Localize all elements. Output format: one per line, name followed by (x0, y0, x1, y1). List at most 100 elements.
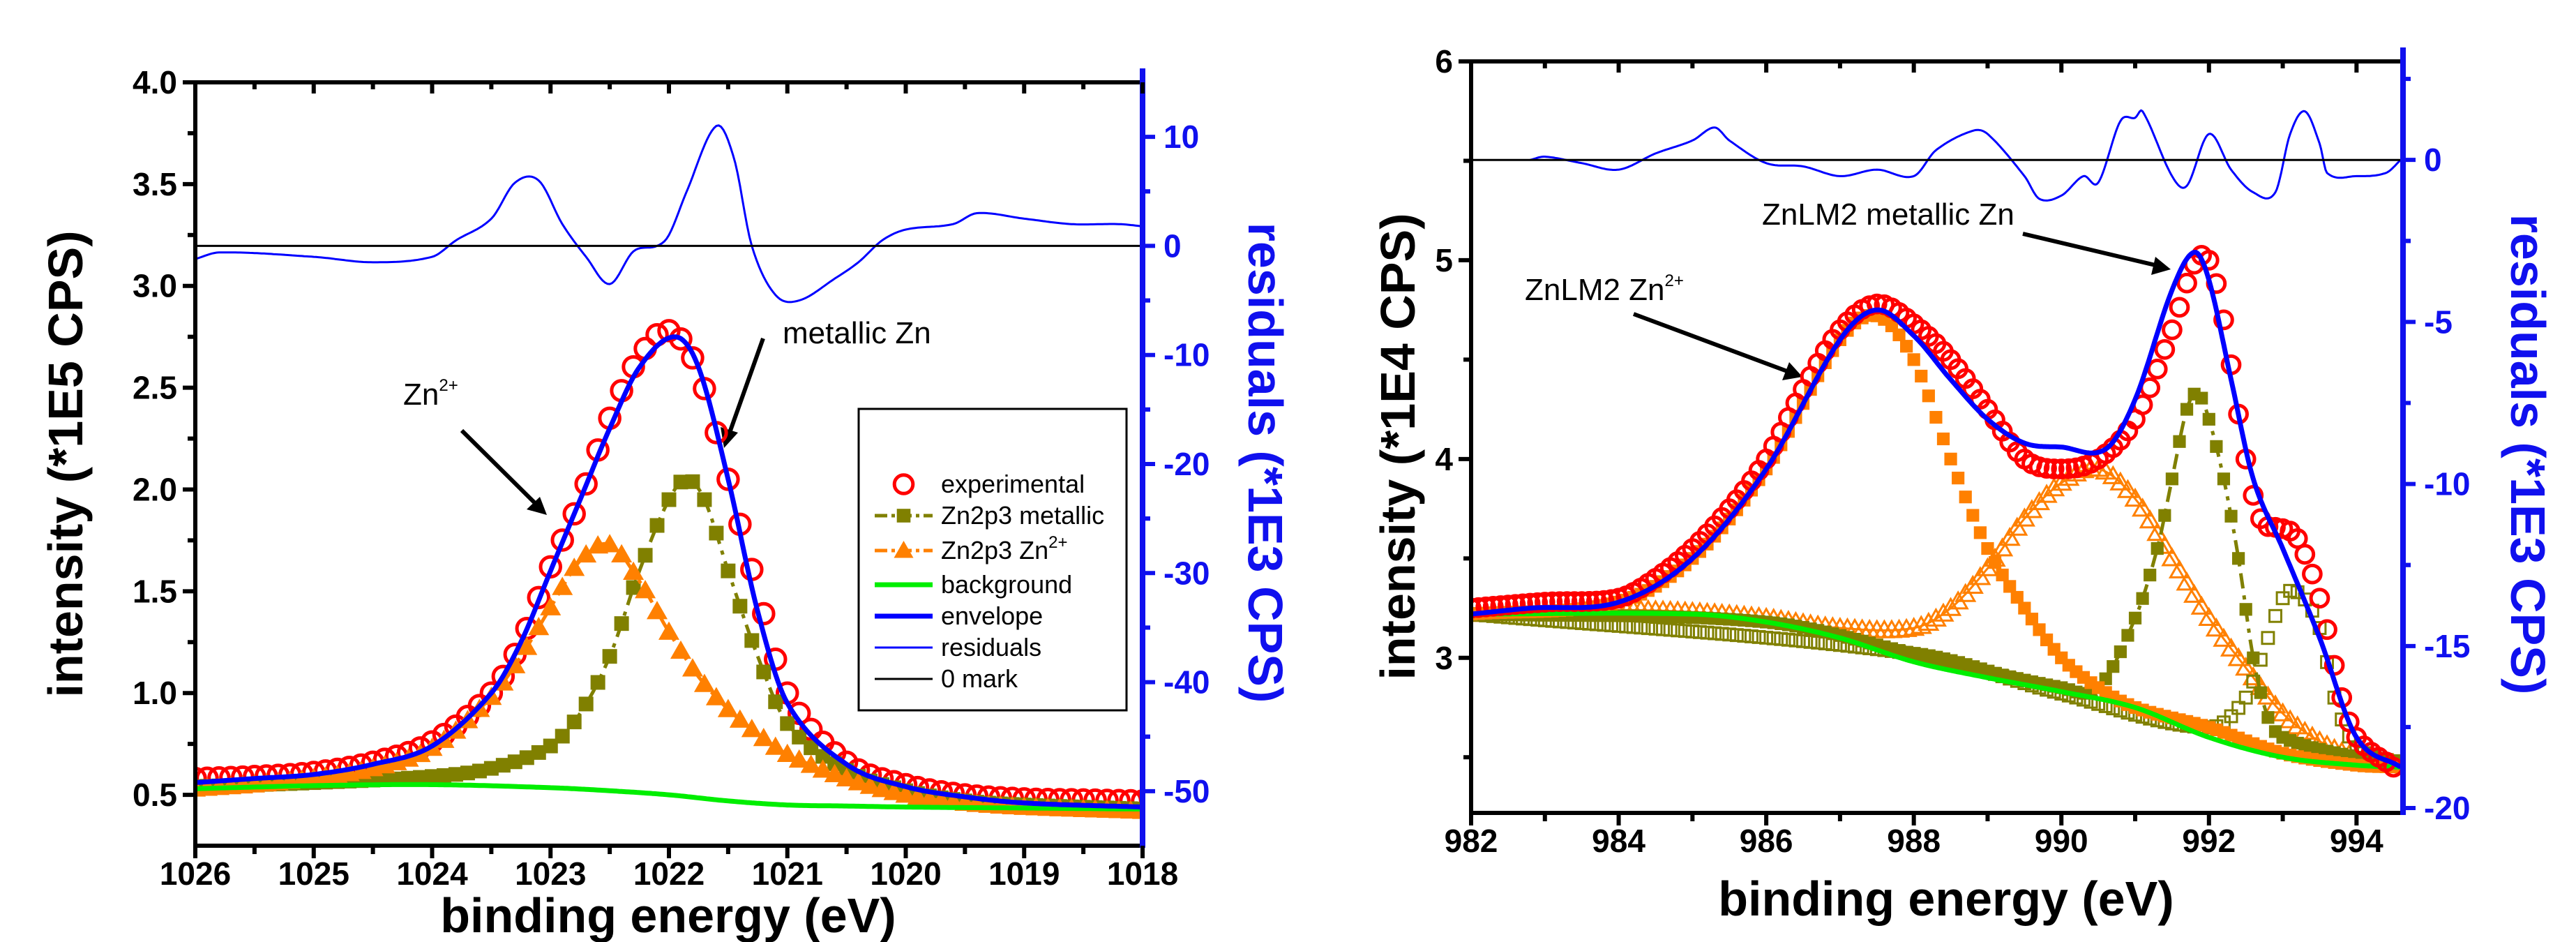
marker-circle (1512, 593, 1533, 615)
series-7 (1530, 109, 2402, 202)
marker-circle (1579, 591, 1600, 612)
marker-square (744, 633, 760, 648)
y-tick-label: 3.0 (133, 268, 177, 304)
marker-square (555, 728, 570, 744)
marker-square-open (2268, 608, 2282, 623)
marker-triangle-open (2006, 516, 2028, 536)
marker-circle (2058, 458, 2079, 479)
marker-square (2210, 440, 2223, 453)
marker-square-open (1648, 621, 1663, 636)
marker-triangle-open (2050, 472, 2072, 491)
x-tick-label: 982 (1445, 823, 1498, 859)
legend-label-envelope: envelope (941, 601, 1043, 630)
marker-square (626, 580, 641, 595)
legend-label-zn2p3-zn2plus: Zn2p3 Zn2+ (941, 533, 1067, 565)
marker-circle (562, 502, 586, 526)
marker-circle (752, 601, 776, 626)
marker-triangle (635, 580, 656, 599)
marker-square (2217, 472, 2231, 486)
arrowhead-znlm2-zn2plus (1782, 362, 1802, 380)
marker-square-open (1803, 634, 1818, 649)
marker-circle (1534, 592, 1556, 613)
marker-circle (2146, 359, 2168, 380)
annotation-metallic-zn: metallic Zn (783, 316, 931, 350)
marker-circle (892, 473, 915, 495)
marker-square (448, 767, 463, 782)
series-background-line (195, 782, 1143, 812)
marker-square-open (1752, 629, 1766, 644)
marker-square (721, 563, 736, 578)
x-tick-label: 992 (2182, 823, 2236, 859)
marker-square (2025, 613, 2039, 626)
series-background (195, 782, 1143, 812)
marker-circle (2309, 588, 2330, 609)
marker-square (780, 716, 795, 731)
marker-square-open (1715, 627, 1729, 641)
marker-square-open (1722, 627, 1737, 642)
marker-triangle (681, 658, 703, 677)
marker-square-open (1796, 634, 1810, 648)
marker-square (2239, 603, 2252, 616)
marker-triangle-open (1991, 537, 2014, 557)
marker-square (768, 694, 783, 710)
series-4-line (1471, 611, 2402, 770)
y2-tick-label: -30 (1163, 555, 1210, 591)
marker-triangle-open (2102, 465, 2124, 484)
marker-circle (1471, 597, 1482, 619)
marker-square (531, 745, 546, 760)
marker-square-open (1708, 626, 1722, 641)
x-tick-label: 984 (1592, 823, 1645, 859)
marker-triangle (658, 621, 679, 640)
legend-symbol-zn2p3-zn2- (875, 541, 933, 558)
marker-triangle-open (2043, 477, 2065, 497)
annotation-zn2plus: Zn2+ (403, 376, 458, 412)
y-tick-label: 6 (1435, 43, 1453, 80)
marker-square-open (2231, 701, 2246, 715)
marker-square (1915, 369, 1928, 383)
marker-circle (2302, 563, 2323, 585)
series-residuals (195, 124, 1143, 304)
marker-square (2261, 711, 2275, 724)
marker-square (792, 729, 807, 745)
marker-square (2121, 629, 2134, 642)
marker-triangle-open (2205, 618, 2227, 637)
marker-square (2114, 645, 2127, 659)
marker-circle (2169, 297, 2190, 318)
marker-square (472, 763, 487, 779)
series-envelope-line (195, 334, 1143, 810)
marker-circle (574, 472, 598, 496)
y-tick-label: 3.5 (133, 166, 177, 202)
marker-circle (2176, 272, 2197, 294)
marker-square-open (1685, 625, 1700, 638)
marker-circle (1542, 591, 1563, 613)
marker-square (661, 492, 677, 507)
marker-circle (1556, 591, 1578, 612)
left-y-axis-title: intensity (*1E5 CPS) (38, 230, 93, 697)
marker-square (436, 768, 451, 783)
marker-triangle (776, 743, 798, 762)
marker-square (519, 750, 534, 765)
marker-circle (2043, 458, 2065, 479)
marker-square-open (1766, 631, 1781, 645)
marker-square (2202, 412, 2215, 426)
marker-triangle (729, 709, 751, 728)
marker-square (1922, 389, 1935, 403)
x-tick-label: 1021 (752, 855, 823, 892)
marker-triangle-open (2198, 606, 2220, 627)
marker-triangle-open (2220, 637, 2243, 657)
x-tick-label: 990 (2035, 823, 2088, 859)
marker-circle (1549, 591, 1570, 613)
marker-square (1944, 452, 1957, 465)
marker-square (1959, 491, 1972, 504)
series-zn2p3-zn2- (195, 534, 1143, 819)
series-6-line (1471, 250, 2402, 770)
arrow-znlm2-zn2plus (1632, 312, 1788, 373)
marker-triangle (540, 597, 562, 615)
marker-square (685, 474, 700, 489)
marker-square (2173, 435, 2186, 448)
legend-label-experimental: experimental (941, 470, 1085, 498)
marker-circle (2036, 458, 2057, 479)
legend-symbol-zn2p3-metallic (875, 509, 933, 523)
marker-square (2254, 686, 2267, 699)
